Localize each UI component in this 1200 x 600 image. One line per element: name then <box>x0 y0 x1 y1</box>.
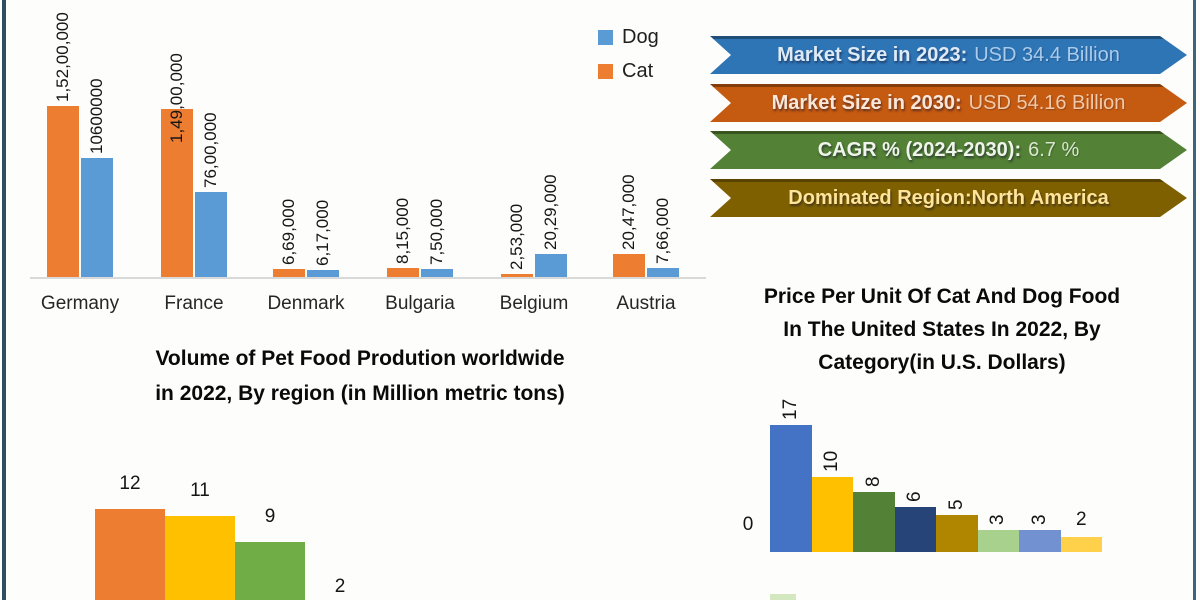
production-value-label-cat-denmark: 6,69,000 <box>279 199 298 266</box>
production-bar-dog-belgium <box>535 254 567 277</box>
production-bar-dog-denmark <box>307 270 339 277</box>
price-bar-1 <box>770 424 812 552</box>
price-value-label-1: 17 <box>779 398 801 420</box>
banner-4: Dominated Region:North America <box>710 179 1187 217</box>
banner-1-value: USD 34.4 Billion <box>974 43 1120 66</box>
price-chart-title-line3: Category(in U.S. Dollars) <box>818 351 1066 374</box>
cat-legend-swatch-icon <box>598 64 613 79</box>
banner-2-value: USD 54.16 Billion <box>968 91 1126 114</box>
production-bar-dog-france <box>195 191 227 277</box>
price-value-label-6: 3 <box>987 513 1009 525</box>
volume-value-label-3: 9 <box>264 506 276 527</box>
volume-chart-title-line2: in 2022, By region (in Million metric to… <box>155 382 565 405</box>
banner-4-label: Dominated Region:North America <box>788 186 1109 209</box>
production-bar-cat-austria <box>613 253 645 277</box>
production-value-label-dog-france: 76,00,000 <box>201 111 220 188</box>
price-value-label-8: 2 <box>1075 509 1087 530</box>
production-category-label-denmark: Denmark <box>267 293 345 314</box>
volume-bar-1 <box>95 509 165 600</box>
price-bar-6 <box>977 529 1019 552</box>
legend-item-dog: Dog <box>598 26 659 49</box>
production-chart-axis <box>30 277 706 279</box>
banner-3-label: CAGR % (2024-2030): <box>817 138 1022 161</box>
legend-item-cat: Cat <box>598 60 659 83</box>
production-bar-cat-denmark <box>273 269 305 277</box>
cropped-legend-marker <box>770 594 796 600</box>
production-value-label-dog-austria: 7,66,000 <box>653 198 672 265</box>
banner-2-label: Market Size in 2030: <box>771 91 962 114</box>
volume-value-label-2: 11 <box>190 480 210 501</box>
production-value-label-cat-germany: 1,52,00,000 <box>53 12 72 102</box>
production-category-label-belgium: Belgium <box>499 293 569 314</box>
volume-value-label-4: 2 <box>334 576 346 597</box>
production-bar-dog-germany <box>81 157 113 277</box>
price-zero-label: 0 <box>742 514 754 535</box>
volume-chart-title-line1: Volume of Pet Food Prodution worldwide <box>155 347 565 370</box>
frame-border-right <box>1193 0 1196 600</box>
production-bar-cat-bulgaria <box>387 267 419 277</box>
price-bar-4 <box>894 507 936 552</box>
price-value-label-4: 6 <box>904 491 926 502</box>
banner-3-value: 6.7 % <box>1028 138 1080 161</box>
production-legend: Dog Cat <box>598 26 659 83</box>
production-value-label-dog-denmark: 6,17,000 <box>313 199 332 267</box>
production-category-label-bulgaria: Bulgaria <box>385 293 455 314</box>
price-bar-8 <box>1060 537 1102 552</box>
banner-1-label: Market Size in 2023: <box>777 43 968 66</box>
banner-1: Market Size in 2023: USD 34.4 Billion <box>710 36 1187 74</box>
production-bar-cat-belgium <box>501 274 533 277</box>
dog-legend-swatch-icon <box>598 30 613 45</box>
production-value-label-dog-belgium: 20,29,000 <box>541 174 560 251</box>
dog-legend-label: Dog <box>622 26 659 48</box>
volume-chart-title: Volume of Pet Food Prodution worldwide i… <box>40 341 680 411</box>
volume-bar-3 <box>235 542 305 600</box>
production-category-label-germany: Germany <box>40 293 120 314</box>
price-value-label-5: 5 <box>945 498 967 510</box>
banner-3: CAGR % (2024-2030): 6.7 % <box>710 131 1187 169</box>
production-value-label-dog-bulgaria: 7,50,000 <box>427 198 446 265</box>
production-bar-dog-bulgaria <box>421 268 453 277</box>
cat-legend-label: Cat <box>622 60 654 82</box>
production-bar-cat-germany <box>47 106 79 277</box>
price-value-label-3: 8 <box>862 476 884 487</box>
production-bar-dog-austria <box>647 268 679 277</box>
volume-value-label-1: 12 <box>119 473 141 494</box>
production-category-label-france: France <box>164 293 224 314</box>
price-value-label-2: 10 <box>821 450 843 472</box>
price-chart-title-line1: Price Per Unit Of Cat And Dog Food <box>763 285 1121 308</box>
production-value-label-cat-bulgaria: 8,15,000 <box>393 197 412 264</box>
banner-2: Market Size in 2030: USD 54.16 Billion <box>710 84 1187 122</box>
production-value-label-cat-belgium: 2,53,000 <box>507 203 526 270</box>
volume-bar-2 <box>165 516 235 600</box>
production-value-label-cat-france: 1,49,00,000 <box>167 53 186 144</box>
price-chart-title: Price Per Unit Of Cat And Dog Food In Th… <box>712 280 1172 379</box>
price-bar-5 <box>936 514 978 552</box>
production-value-label-dog-germany: 10600000 <box>87 78 106 154</box>
price-bar-7 <box>1019 529 1061 552</box>
price-value-label-7: 3 <box>1028 513 1050 525</box>
production-category-label-austria: Austria <box>616 293 676 314</box>
price-bar-3 <box>853 492 895 552</box>
price-chart-title-line2: In The United States In 2022, By <box>783 318 1101 341</box>
price-bar-2 <box>811 477 853 552</box>
production-value-label-cat-austria: 20,47,000 <box>619 174 638 250</box>
frame-border-left <box>2 0 6 600</box>
production-bar-cat-france <box>161 109 193 277</box>
